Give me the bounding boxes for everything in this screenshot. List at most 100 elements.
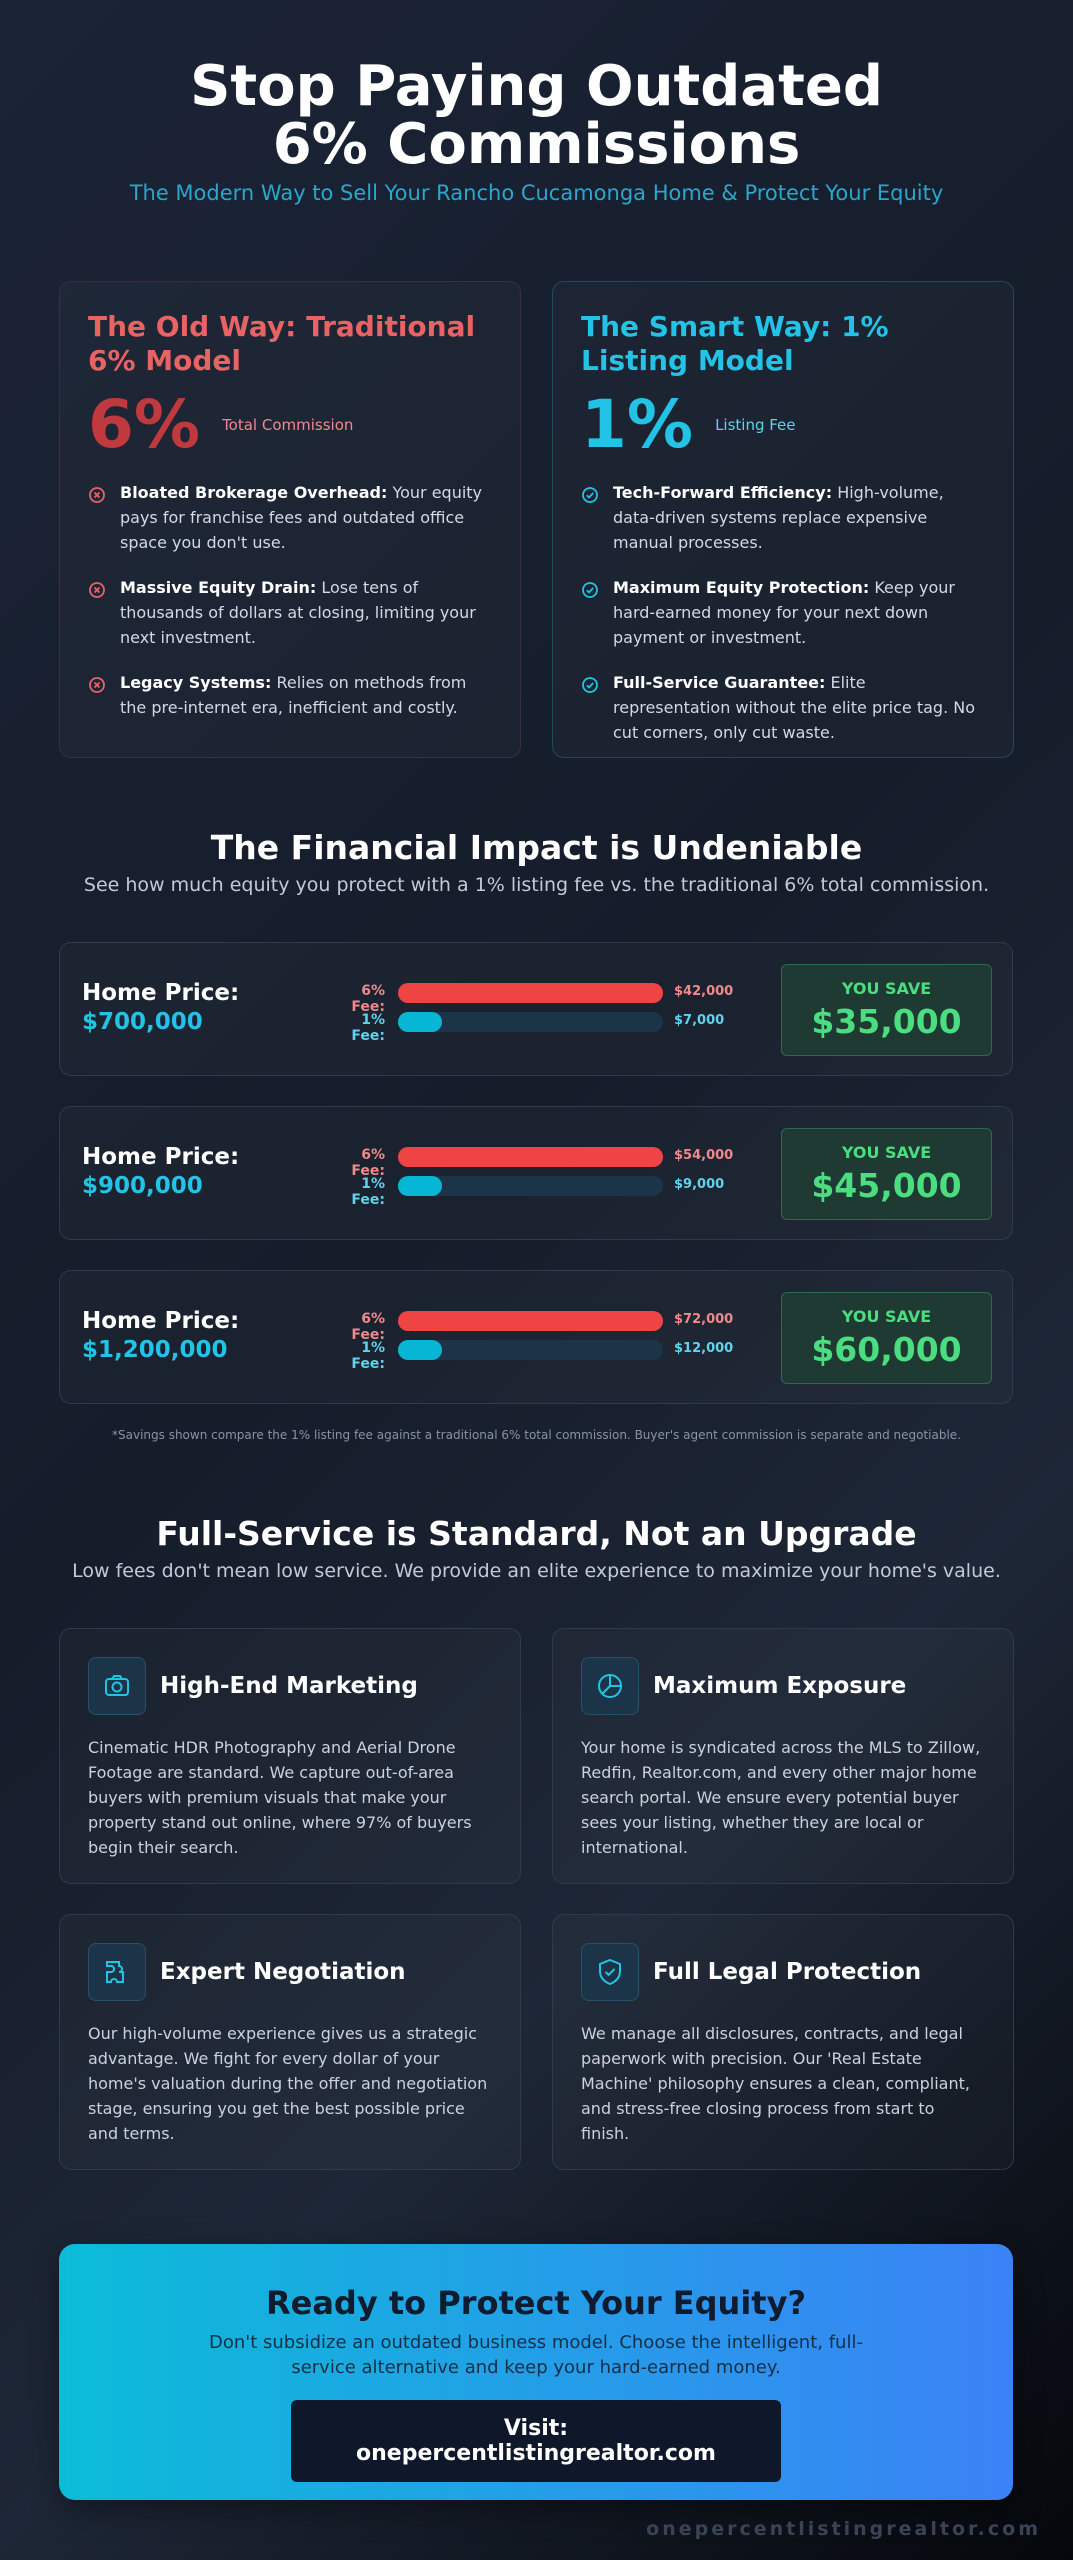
service-title: Full Legal Protection: [653, 1959, 922, 1985]
service-icon: [88, 1657, 146, 1715]
icon-graphic: [106, 1961, 124, 1983]
big-figure: 6%: [88, 386, 201, 463]
savings: YOU SAVE $35,000: [781, 964, 992, 1056]
savings-value: $35,000: [811, 1002, 962, 1041]
cta-button[interactable]: Visit: onepercentlistingrealtor.com: [291, 2400, 781, 2482]
fee-name: 6% Fee:: [351, 1311, 385, 1343]
card-heading: The Old Way: Traditional 6% Model: [88, 310, 476, 377]
home-price-value: $1,200,000: [82, 1337, 228, 1363]
service-icon: [581, 1657, 639, 1715]
point-icon: [89, 582, 105, 598]
cta: Ready to Protect Your Equity? Don't subs…: [59, 2244, 1013, 2500]
fee-amount: $7,000: [674, 1013, 725, 1028]
services-title: Full-Service is Standard, Not an Upgrade: [156, 1514, 917, 1553]
point-icon: [582, 582, 598, 598]
fee-amount: $54,000: [674, 1148, 734, 1163]
service-card: Full Legal Protection We manage all discl…: [552, 1914, 1014, 2170]
bar-track: [398, 1311, 663, 1331]
service-header: Full Legal Protection: [581, 1943, 985, 2001]
service-header: Expert Negotiation: [88, 1943, 492, 2001]
impact-row: Home Price: $900,000 6% Fee: $54,000 1% Fee:…: [59, 1106, 1013, 1240]
cta-title: Ready to Protect Your Equity?: [265, 2284, 807, 2322]
big-row: 1% Listing Fee: [581, 390, 985, 460]
point-icon: [582, 677, 598, 693]
page-title: Stop Paying Outdated 6% Commissions: [190, 54, 883, 177]
savings: YOU SAVE $60,000: [781, 1292, 992, 1384]
comparison-card: The Smart Way: 1% Listing Model 1% Listing…: [552, 281, 1014, 758]
fee-amount: $42,000: [674, 984, 734, 999]
point: Full-Service Guarantee: Elite representa…: [581, 670, 985, 745]
impact-title: The Financial Impact is Undeniable: [210, 828, 863, 867]
point-bold: Bloated Brokerage Overhead:: [120, 483, 388, 502]
home-price-label: Home Price:: [82, 980, 240, 1006]
fee-bar: [398, 1311, 663, 1331]
home-price: Home Price: $900,000: [82, 1143, 239, 1201]
big-row: 6% Total Commission: [88, 390, 492, 460]
fee-name: 6% Fee:: [351, 1147, 385, 1179]
impact-row: Home Price: $700,000 6% Fee: $42,000 1% Fee:…: [59, 942, 1013, 1076]
bar-track: [398, 1012, 663, 1032]
point-body: Elite representation without the elite p…: [613, 673, 976, 742]
home-price-label: Home Price:: [82, 1308, 240, 1334]
service-card: Expert Negotiation Our high-volume experi…: [59, 1914, 521, 2170]
point-body: Keep your hard-earned money for your nex…: [613, 578, 955, 647]
service-header: Maximum Exposure: [581, 1657, 985, 1715]
fee-bar: [398, 1012, 443, 1032]
fee-amount: $9,000: [674, 1177, 725, 1192]
point-icon: [582, 487, 598, 503]
point: Maximum Equity Protection: Keep your har…: [581, 575, 985, 650]
impact-row: Home Price: $1,200,000 6% Fee: $72,000 1% Fe…: [59, 1270, 1013, 1404]
point-text: Tech-Forward Efficiency: High-volume, da…: [613, 480, 985, 555]
footnote: *Savings shown compare the 1% listing fe…: [112, 1428, 961, 1442]
point: Tech-Forward Efficiency: High-volume, da…: [581, 480, 985, 555]
bar-track: [398, 1147, 663, 1167]
big-label: Listing Fee: [715, 416, 796, 434]
point-bold: Massive Equity Drain:: [120, 578, 317, 597]
big-label: Total Commission: [222, 416, 354, 434]
point-body: Your equity pays for franchise fees and …: [120, 483, 483, 552]
fee-amount: $12,000: [674, 1341, 734, 1356]
home-price: Home Price: $1,200,000: [82, 1307, 239, 1365]
big-figure: 1%: [581, 386, 694, 463]
fee-name: 1% Fee:: [351, 1176, 385, 1208]
home-price-value: $900,000: [82, 1173, 203, 1199]
point-text: Full-Service Guarantee: Elite representa…: [613, 670, 985, 745]
point-body: High-volume, data-driven systems replace…: [613, 483, 944, 552]
footer: onepercentlistingrealtor.com: [646, 2518, 1041, 2540]
point-text: Maximum Equity Protection: Keep your har…: [613, 575, 985, 650]
service-card: High-End Marketing Cinematic HDR Photogra…: [59, 1628, 521, 1884]
impact-subtitle: See how much equity you protect with a 1…: [83, 874, 990, 896]
home-price: Home Price: $700,000: [82, 979, 239, 1037]
savings: YOU SAVE $45,000: [781, 1128, 992, 1220]
point-bold: Tech-Forward Efficiency:: [613, 483, 833, 502]
point-bold: Legacy Systems:: [120, 673, 272, 692]
icon-graphic: [105, 1675, 129, 1696]
service-title: Expert Negotiation: [160, 1959, 406, 1985]
fee-bar: [398, 1340, 443, 1360]
savings-label: YOU SAVE: [841, 979, 932, 998]
point-text: Massive Equity Drain: Lose tens of thous…: [120, 575, 492, 650]
service-icon: [88, 1943, 146, 2001]
point-bold: Full-Service Guarantee:: [613, 673, 826, 692]
point: Legacy Systems: Relies on methods from t…: [88, 670, 492, 720]
card-heading: The Smart Way: 1% Listing Model: [581, 310, 889, 377]
service-card: Maximum Exposure Your home is syndicated …: [552, 1628, 1014, 1884]
fee-amount: $72,000: [674, 1312, 734, 1327]
header: Stop Paying Outdated 6% Commissions: [0, 58, 1073, 174]
icon-graphic: [599, 1958, 621, 1986]
fee-name: 1% Fee:: [351, 1012, 385, 1044]
bar-track: [398, 983, 663, 1003]
bar-track: [398, 1340, 663, 1360]
services-subtitle: Low fees don't mean low service. We prov…: [72, 1560, 1001, 1582]
service-icon: [581, 1943, 639, 2001]
service-text: Our high-volume experience gives us a st…: [88, 2024, 488, 2143]
point: Bloated Brokerage Overhead: Your equity …: [88, 480, 492, 555]
service-title: High-End Marketing: [160, 1673, 418, 1699]
point-body: Relies on methods from the pre-internet …: [120, 673, 467, 717]
bar-track: [398, 1176, 663, 1196]
cta-text: Don't subsidize an outdated business mod…: [209, 2332, 863, 2378]
comparison-card: The Old Way: Traditional 6% Model 6% Total…: [59, 281, 521, 758]
fee-name: 6% Fee:: [351, 983, 385, 1015]
service-text: Your home is syndicated across the MLS t…: [581, 1738, 981, 1857]
